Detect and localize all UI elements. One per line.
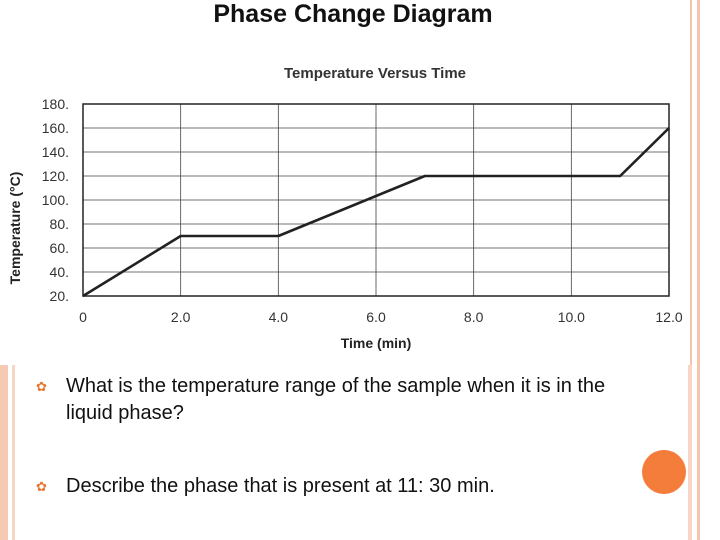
y-tick-label: 20.: [50, 288, 69, 304]
question-2: Describe the phase that is present at 11…: [66, 475, 495, 497]
y-tick-label: 160.: [42, 120, 69, 136]
x-tick-label: 2.0: [171, 309, 191, 325]
y-tick-label: 60.: [50, 240, 69, 256]
y-axis-ticks: 20. 40. 60. 80. 100. 120. 140. 160. 180.: [42, 96, 69, 304]
y-tick-label: 40.: [50, 264, 69, 280]
slide-accent-bar-right: [688, 365, 692, 540]
x-tick-label: 0: [79, 309, 87, 325]
bullet-icon: ✿: [36, 379, 47, 394]
y-tick-label: 180.: [42, 96, 69, 112]
plot-frame: [82, 103, 670, 297]
x-tick-label: 10.0: [558, 309, 585, 325]
chart-title: Temperature Versus Time: [284, 65, 466, 82]
x-tick-label: 6.0: [366, 309, 386, 325]
phase-change-chart: Temperature Versus Time 20. 40. 60. 80. 100.…: [7, 65, 683, 351]
y-tick-label: 100.: [42, 192, 69, 208]
slide-border-right-inner: [697, 0, 700, 540]
slide-accent-bar-left: [0, 365, 8, 540]
bullet-icon: ✿: [36, 479, 47, 494]
data-series: [82, 127, 670, 298]
temperature-line: [82, 127, 670, 298]
y-tick-label: 140.: [42, 144, 69, 160]
x-axis-ticks: 0 2.0 4.0 6.0 8.0 10.0 12.0: [79, 309, 683, 325]
decorative-circle: [642, 450, 686, 494]
slide-accent-bar-left-thin: [12, 365, 15, 540]
y-axis-label: Temperature (°C): [7, 172, 23, 285]
y-tick-label: 120.: [42, 168, 69, 184]
chart-grid: [82, 103, 670, 297]
x-tick-label: 4.0: [269, 309, 289, 325]
slide-border-right: [690, 0, 692, 540]
x-tick-label: 12.0: [655, 309, 682, 325]
x-axis-label: Time (min): [341, 335, 412, 351]
slide-title: Phase Change Diagram: [213, 0, 493, 28]
x-tick-label: 8.0: [464, 309, 484, 325]
question-1: What is the temperature range of the sam…: [66, 375, 606, 424]
y-tick-label: 80.: [50, 216, 69, 232]
